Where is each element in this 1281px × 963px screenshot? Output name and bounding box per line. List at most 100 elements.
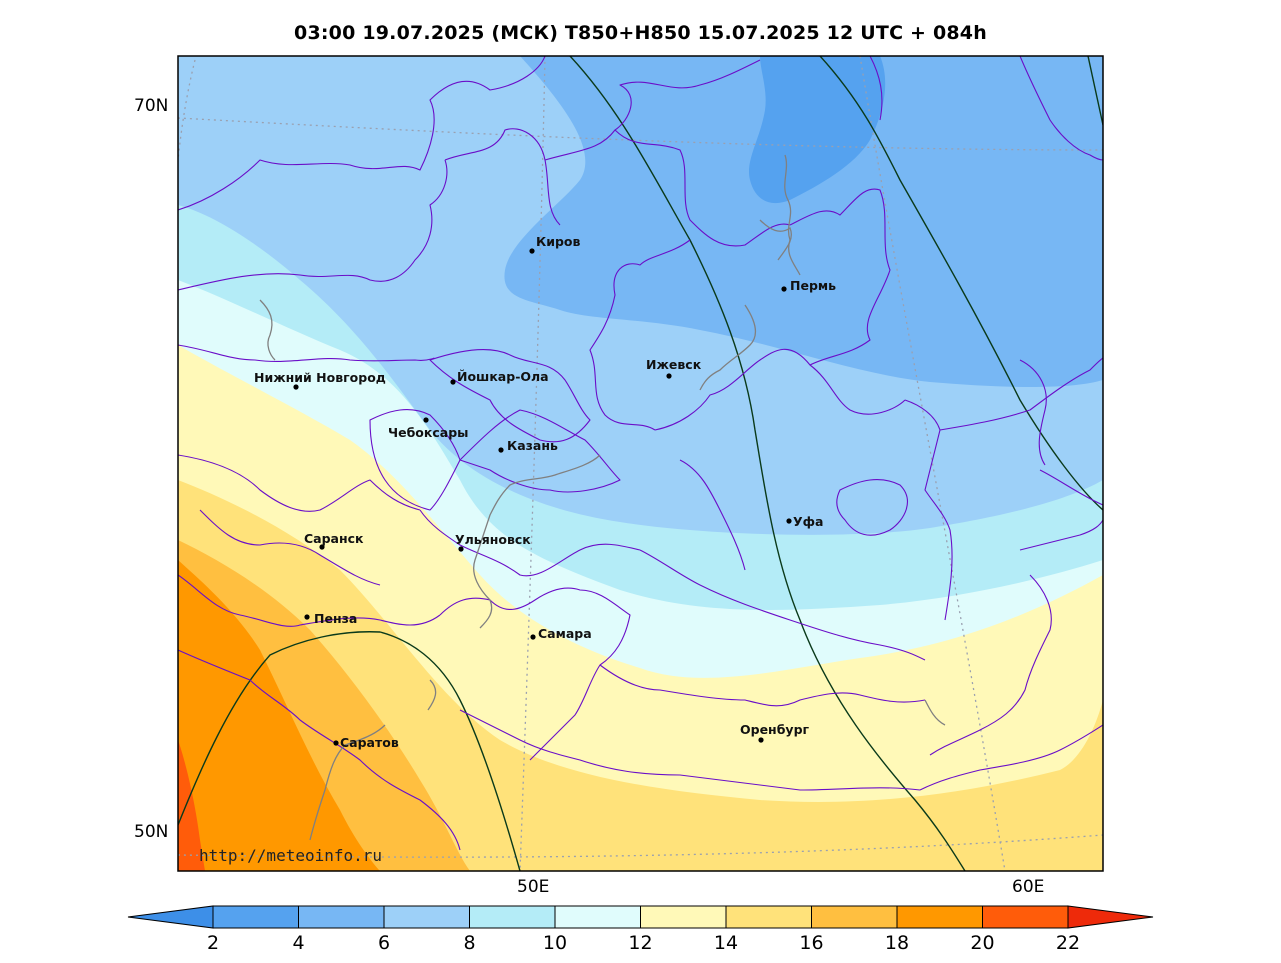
border-30 [919,724,1103,791]
lat-label-50n: 50N [134,822,169,842]
colorbar-low-arrow [127,905,214,929]
lat-label-70n: 70N [134,96,169,116]
svg-text:Йошкар-Ола: Йошкар-Ола [457,369,549,384]
river-kama-bay [759,219,792,261]
colorbar-tick-label: 20 [970,932,994,954]
border-24 [939,357,1103,431]
colorbar-bin-2-4 [212,905,299,929]
border-5 [614,129,791,247]
border-27 [1019,519,1103,551]
colorbar-bin-4-6 [298,905,385,929]
isohypse-1 [569,56,966,871]
city-ulyanovsk: Ульяновск [455,532,531,552]
colorbar-tick-label: 12 [628,932,652,954]
border-3 [444,128,561,226]
map-title: 03:00 19.07.2025 (МСК) T850+H850 15.07.2… [294,22,987,44]
colorbar-bin-20-22 [982,905,1069,929]
rivers [259,154,946,841]
colorbar-tick-label: 18 [885,932,909,954]
colorbar-bin-12-14 [640,905,727,929]
isohypse-3 [1087,56,1103,126]
border-7 [589,239,691,431]
svg-text:Чебоксары: Чебоксары [388,425,468,440]
svg-text:Нижний Новгород: Нижний Новгород [254,370,386,385]
city-kirov: Киров [529,234,581,254]
river-kama-south [699,304,757,391]
river-kama-north [784,154,801,276]
river-volga-kuibyshev [473,454,601,629]
border-1 [178,56,546,211]
border-15 [419,509,641,577]
lon-label-50e: 50E [517,877,550,897]
border-29 [599,664,926,707]
border-11 [369,409,461,511]
border-20 [639,549,926,661]
border-6 [789,188,891,366]
temperature-field [178,56,1103,871]
border-32 [869,56,883,121]
city-ufa: Уфа [786,514,823,529]
colorbar-tick-label: 6 [378,932,390,954]
colorbar-high-arrow [1067,905,1154,929]
border-25 [1019,359,1047,466]
colorbar-bin-6-8 [383,905,470,929]
colorbar-tick-label: 2 [207,932,219,954]
river-ural [924,699,946,726]
colorbar-tick-label: 4 [292,932,304,954]
city-nizhny-novgorod: Нижний Новгород [254,370,386,390]
svg-text:Оренбург: Оренбург [740,722,810,737]
colorbar-tick-label: 10 [543,932,567,954]
city-samara: Самара [530,626,592,641]
border-26 [1039,469,1103,506]
isohypses [178,56,1103,871]
city-penza: Пенза [304,611,357,626]
city-yoshkar-ola: Йошкар-Ола [450,369,549,385]
border-14 [199,509,381,586]
border-22 [904,399,953,621]
city-izhevsk: Ижевск [646,357,702,379]
colorbar-tick-label: 16 [799,932,823,954]
border-17 [439,587,631,761]
graticule-lon-40 [178,59,196,161]
colorbar: 2 4 6 8 10 12 14 16 18 20 22 [127,905,1154,954]
lon-label-60e: 60E [1012,877,1045,897]
colorbar-tick-label: 14 [714,932,738,954]
border-16 [178,574,441,627]
city-kazan: Казань [498,438,558,453]
colorbar-tick-label: 22 [1056,932,1080,954]
city-saratov: Саратов [333,735,399,750]
svg-text:Ижевск: Ижевск [646,357,702,372]
svg-text:Уфа: Уфа [793,514,823,529]
cities: Киров Пермь Нижний Новгород Йошкар-Ола И… [254,234,836,750]
svg-text:Самара: Самара [538,626,592,641]
border-9 [429,349,591,443]
band-4-6-blob [178,56,340,60]
city-orenburg: Оренбург [740,722,810,743]
city-cheboksary: Чебоксары [388,417,468,440]
border-10 [178,344,435,362]
graticule-lon-60 [859,56,1006,871]
river-volga-upper [259,299,276,361]
svg-text:Ульяновск: Ульяновск [455,532,531,547]
svg-text:Пермь: Пермь [790,278,836,293]
svg-text:Пенза: Пенза [314,611,357,626]
band-2-4 [748,56,886,204]
border-23 [836,479,908,536]
river-volga-saratov [309,679,437,841]
border-4 [544,59,761,161]
border-2 [178,159,448,291]
city-perm: Пермь [781,278,836,293]
border-18 [178,649,461,851]
isohypse-2 [819,56,1103,511]
svg-text:Казань: Казань [507,438,558,453]
watermark: http://meteoinfo.ru [199,846,382,865]
isohypse-4 [178,631,521,871]
border-28 [929,574,1052,756]
svg-text:Саранск: Саранск [304,531,364,546]
band-4-6 [504,56,1103,387]
svg-text:Саратов: Саратов [340,735,399,750]
region-borders [178,56,1103,851]
colorbar-bin-18-20 [896,905,983,929]
map-frame [177,55,1104,872]
